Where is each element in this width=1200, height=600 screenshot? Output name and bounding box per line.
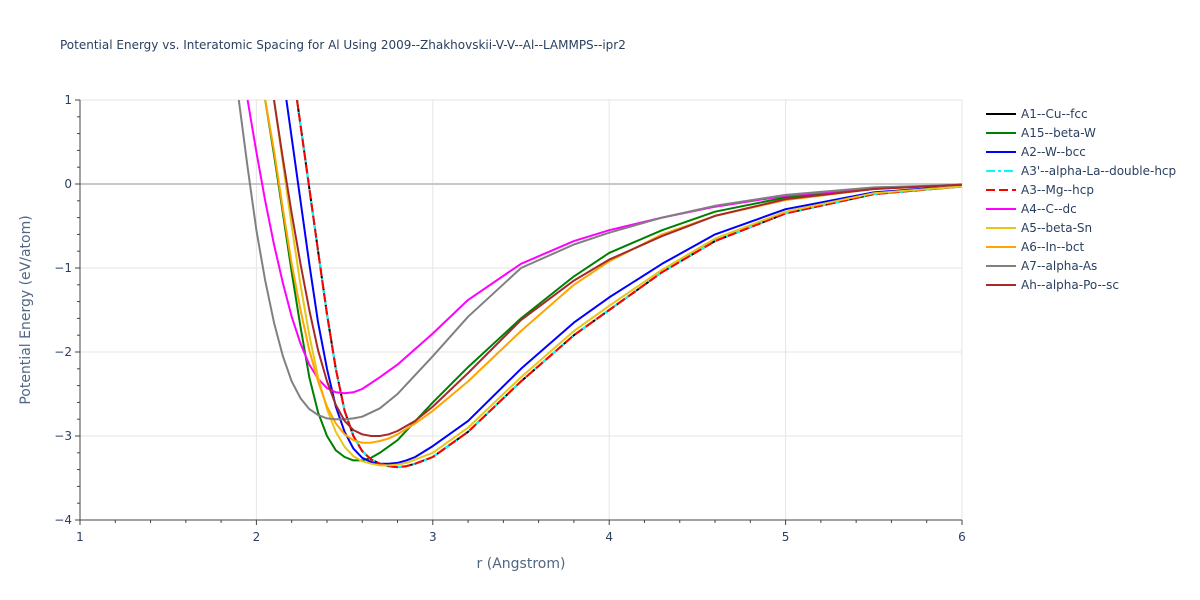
x-tick-label: 4 xyxy=(605,530,613,544)
y-tick-label: 0 xyxy=(64,177,72,191)
legend-item[interactable]: A1--Cu--fcc xyxy=(986,107,1088,121)
series-line-8 xyxy=(237,100,962,421)
legend-item[interactable]: A3'--alpha-La--double-hcp xyxy=(986,164,1176,178)
y-axis-title: Potential Energy (eV/atom) xyxy=(18,215,34,404)
legend-item[interactable]: Ah--alpha-Po--sc xyxy=(986,278,1119,292)
axes-layer: 1 2 3 4 5 6 −4 −3 −2 −1 0 1 xyxy=(54,93,966,544)
legend-label: A2--W--bcc xyxy=(1021,145,1086,159)
series-layer xyxy=(237,100,962,469)
legend-label: A1--Cu--fcc xyxy=(1021,107,1088,121)
x-tick-label: 3 xyxy=(429,530,437,544)
legend-item[interactable]: A5--beta-Sn xyxy=(986,221,1092,235)
legend-label: A4--C--dc xyxy=(1021,202,1077,216)
legend-label: A5--beta-Sn xyxy=(1021,221,1092,235)
y-tick-label: 1 xyxy=(64,93,72,107)
grid-layer xyxy=(79,99,963,521)
legend-item[interactable]: A15--beta-W xyxy=(986,126,1096,140)
x-tick-label: 1 xyxy=(76,530,84,544)
y-tick-label: −1 xyxy=(54,261,72,275)
legend-item[interactable]: A3--Mg--hcp xyxy=(986,183,1094,197)
legend-label: A6--In--bct xyxy=(1021,240,1085,254)
legend-label: A15--beta-W xyxy=(1021,126,1096,140)
x-tick-label: 2 xyxy=(253,530,261,544)
y-tick-label: −4 xyxy=(54,513,72,527)
legend-label: Ah--alpha-Po--sc xyxy=(1021,278,1119,292)
series-line-9 xyxy=(273,100,962,437)
series-line-1 xyxy=(264,100,962,462)
legend-label: A7--alpha-As xyxy=(1021,259,1097,273)
series-line-2 xyxy=(285,100,962,465)
x-tick-label: 5 xyxy=(782,530,790,544)
legend[interactable]: A1--Cu--fcc A15--beta-W A2--W--bcc A3'--alp… xyxy=(986,107,1176,292)
x-tick-label: 6 xyxy=(958,530,966,544)
legend-item[interactable]: A4--C--dc xyxy=(986,202,1077,216)
y-tick-label: −2 xyxy=(54,345,72,359)
chart-title: Potential Energy vs. Interatomic Spacing… xyxy=(60,38,626,52)
x-axis-title: r (Angstrom) xyxy=(477,556,566,572)
legend-label: A3'--alpha-La--double-hcp xyxy=(1021,164,1176,178)
legend-item[interactable]: A7--alpha-As xyxy=(986,259,1097,273)
series-line-7 xyxy=(264,100,962,444)
y-tick-label: −3 xyxy=(54,429,72,443)
legend-item[interactable]: A6--In--bct xyxy=(986,240,1085,254)
legend-label: A3--Mg--hcp xyxy=(1021,183,1094,197)
series-line-4 xyxy=(296,100,962,469)
legend-item[interactable]: A2--W--bcc xyxy=(986,145,1086,159)
series-line-6 xyxy=(273,100,962,467)
series-line-5 xyxy=(246,100,962,395)
